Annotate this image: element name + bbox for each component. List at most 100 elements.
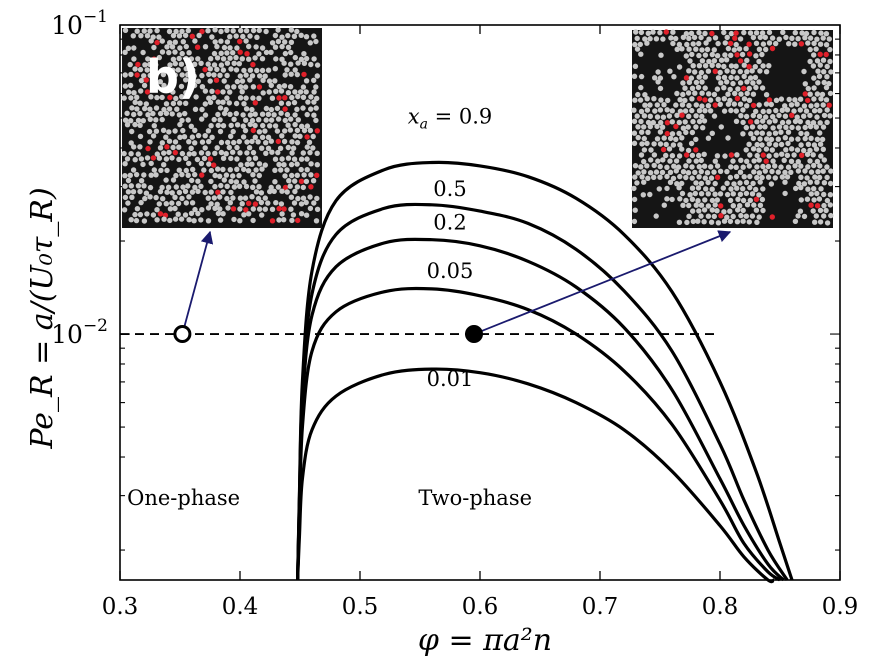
particle: [709, 51, 715, 58]
particle: [730, 191, 736, 197]
y-axis-label: Pe_R = a/(U₀τ_R): [25, 187, 60, 449]
particle: [150, 212, 157, 218]
particle-red: [199, 28, 205, 35]
particle: [176, 55, 182, 62]
particle: [237, 218, 243, 224]
particle: [788, 136, 795, 142]
particle: [177, 45, 183, 51]
particle: [705, 203, 712, 209]
particle: [689, 164, 695, 170]
particle: [744, 103, 750, 109]
particle: [632, 163, 639, 169]
particle: [128, 71, 134, 78]
particle: [781, 157, 787, 163]
particle-red: [135, 61, 141, 68]
particle: [791, 152, 797, 158]
particle: [298, 156, 305, 162]
particle: [765, 174, 772, 180]
particle: [240, 33, 246, 40]
particle: [179, 94, 185, 100]
particle: [724, 214, 730, 220]
particle: [273, 200, 279, 206]
particle: [696, 208, 702, 214]
particle-red: [798, 41, 805, 47]
particle: [212, 183, 218, 190]
particle: [252, 134, 258, 140]
particle: [157, 110, 164, 117]
particle: [696, 108, 703, 114]
particle: [744, 69, 750, 75]
particle: [170, 100, 177, 107]
particle-red: [709, 30, 715, 37]
particle: [147, 61, 153, 68]
particle: [811, 85, 817, 91]
particle: [731, 181, 737, 187]
particle-red: [144, 89, 151, 95]
particle: [702, 52, 709, 58]
particle: [642, 36, 648, 42]
particle: [233, 54, 239, 61]
particle: [657, 107, 664, 113]
particle: [631, 218, 638, 225]
particle: [176, 112, 183, 118]
particle: [121, 207, 128, 213]
particle: [733, 164, 739, 170]
particle: [705, 103, 712, 109]
particle: [172, 194, 178, 200]
particle: [250, 95, 256, 101]
particle: [281, 162, 287, 168]
particle: [641, 147, 648, 153]
particle: [746, 85, 752, 92]
particle-red: [696, 95, 703, 102]
particle: [699, 47, 705, 53]
particle: [676, 130, 682, 137]
particle: [644, 140, 650, 147]
particle: [657, 129, 664, 135]
particle: [247, 33, 253, 39]
particle: [313, 218, 320, 224]
particle-red: [799, 152, 805, 158]
particle: [817, 107, 823, 114]
particle: [789, 146, 795, 152]
particle: [728, 74, 734, 81]
particle: [766, 141, 772, 147]
particle: [238, 162, 244, 168]
particle: [253, 189, 260, 195]
particle: [679, 102, 686, 108]
particle: [792, 118, 799, 125]
particle: [708, 164, 714, 170]
particle: [298, 211, 305, 217]
particle: [674, 90, 680, 97]
particle: [304, 167, 310, 173]
particle: [231, 60, 237, 66]
particle: [284, 67, 290, 73]
particle: [740, 119, 746, 126]
particle: [782, 169, 788, 176]
particle: [249, 106, 255, 113]
particle: [794, 114, 800, 120]
particle: [690, 218, 696, 225]
particle: [281, 83, 288, 89]
particle: [276, 217, 282, 223]
particle: [307, 40, 313, 46]
particle: [728, 164, 734, 170]
particle: [243, 106, 250, 112]
particle: [757, 124, 763, 130]
particle: [807, 179, 813, 185]
particle-red: [214, 89, 221, 95]
particle: [231, 139, 237, 146]
particle: [727, 208, 733, 214]
particle: [199, 207, 205, 213]
particle: [818, 153, 824, 159]
particle: [645, 30, 651, 36]
particle: [189, 177, 195, 184]
particle: [253, 167, 259, 173]
particle: [702, 85, 708, 91]
particle: [696, 118, 703, 125]
particle: [819, 136, 826, 143]
particle: [217, 117, 223, 123]
particle: [278, 88, 285, 94]
particle: [712, 35, 719, 41]
particle: [228, 155, 234, 162]
